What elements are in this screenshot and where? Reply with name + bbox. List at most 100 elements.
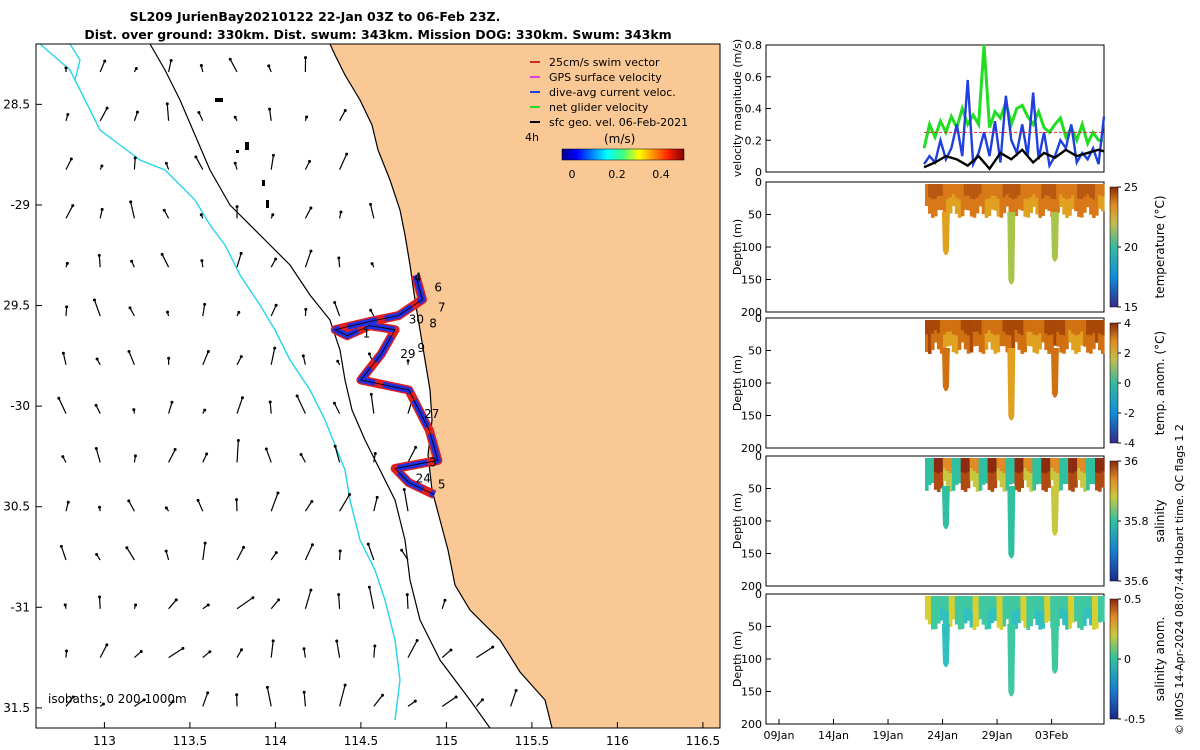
section-cell	[1074, 320, 1078, 354]
section-cell	[1017, 596, 1022, 624]
velocity-vector-head	[63, 603, 67, 607]
section-cell	[945, 458, 950, 487]
velocity-vector-head	[98, 595, 102, 599]
section-cell	[990, 458, 995, 492]
coastline	[329, 44, 553, 728]
section-cell	[1080, 596, 1084, 630]
section-cell-upper	[951, 184, 956, 194]
section-cell-upper	[1014, 320, 1019, 330]
day-label: 8	[429, 317, 437, 331]
velocity-series-line	[923, 148, 1105, 171]
section-ytick-label: 150	[741, 548, 762, 561]
section-cell	[933, 184, 938, 217]
section-cell-upper	[963, 184, 968, 196]
velocity-vector	[266, 687, 272, 707]
section-ylabel: Depth (m)	[731, 219, 744, 275]
velocity-vector	[407, 447, 417, 463]
section-cell	[984, 596, 989, 630]
section-cell	[1008, 596, 1013, 625]
section-cell-upper	[936, 320, 941, 334]
velocity-vector-head	[305, 115, 309, 119]
section-ytick-label: 150	[741, 686, 762, 699]
velocity-vector	[304, 501, 313, 512]
section-cell-upper	[1086, 184, 1090, 195]
velocity-vector	[339, 550, 341, 561]
velocity-vector-head	[65, 649, 69, 653]
section-cell-upper	[1044, 184, 1048, 196]
velocity-vector-head	[304, 56, 308, 60]
cbar-tick-label: 0	[1124, 653, 1131, 666]
velocity-vector	[65, 502, 69, 512]
section-cell-upper	[933, 596, 938, 611]
velocity-vector-head	[105, 643, 109, 647]
section-cell	[1092, 596, 1096, 630]
velocity-vector-head	[134, 603, 138, 607]
section-cell	[1014, 458, 1019, 491]
section-cell-upper	[969, 458, 974, 469]
section-cell	[1026, 458, 1031, 488]
velocity-vector-head	[69, 157, 73, 161]
section-cell	[954, 458, 959, 485]
section-cell	[990, 320, 995, 350]
velocity-vector	[168, 647, 184, 659]
section-cell	[1077, 184, 1081, 217]
section-cell-upper	[1101, 320, 1105, 336]
section-cell	[1086, 184, 1090, 208]
velocity-vector	[98, 255, 101, 268]
velocity-vector-head	[310, 500, 314, 504]
section-cell	[981, 596, 986, 625]
section-cell-upper	[1062, 458, 1066, 470]
isobath-200m	[149, 44, 491, 728]
section-cell-upper	[1086, 596, 1090, 607]
section-cell-upper	[948, 184, 953, 198]
section-cell-upper	[1080, 320, 1084, 332]
velocity-vector-head	[203, 302, 207, 306]
velocity-vector	[336, 640, 341, 658]
section-cell	[1032, 184, 1036, 207]
section-cell	[1074, 184, 1078, 212]
section-cell	[993, 596, 998, 621]
section-cell-upper	[1011, 320, 1016, 334]
section-cell	[978, 320, 983, 353]
section-cell	[948, 458, 953, 492]
section-cell	[1020, 458, 1025, 489]
section-cell-upper	[1077, 320, 1081, 335]
section-cell-upper	[1038, 458, 1042, 470]
velocity-vector	[304, 590, 312, 609]
velocity-vector-head	[71, 695, 75, 699]
section-cell	[1020, 596, 1025, 622]
velocity-vector-head	[264, 447, 268, 451]
velocity-vector-head	[343, 683, 347, 687]
map-xtick-label: 115.5	[515, 734, 549, 748]
section-cell	[1014, 320, 1019, 343]
section-cell-upper	[1014, 184, 1019, 199]
section-cell	[1098, 184, 1102, 209]
velocity-vector	[270, 492, 279, 512]
section-cell-upper	[960, 184, 965, 199]
section-cell-upper	[966, 596, 971, 608]
section-cell	[954, 184, 959, 214]
section-cell-upper	[1065, 596, 1069, 612]
section-cell-upper	[996, 458, 1001, 469]
section-ytick-label: 50	[748, 483, 762, 496]
section-cell-upper	[966, 458, 971, 472]
section-ylabel: Depth (m)	[731, 493, 744, 549]
section-cell-upper	[1032, 184, 1036, 195]
section-cell-upper	[975, 458, 980, 474]
velocity-vector-head	[235, 205, 239, 209]
cbar-label: temperature (°C)	[1153, 196, 1167, 299]
section-cell	[1011, 596, 1016, 630]
cbar-label: salinity anom.	[1153, 617, 1167, 702]
section-cell	[1068, 596, 1072, 629]
section-ytick-label: 0	[755, 588, 762, 601]
section-cell	[1020, 184, 1025, 211]
velocity-vector-head	[64, 66, 68, 70]
velocity-vector	[339, 494, 351, 512]
section-cell-upper	[1023, 596, 1028, 611]
section-cell-upper	[939, 458, 944, 472]
section-cell	[1071, 320, 1075, 351]
velocity-vector-head	[333, 300, 337, 304]
cbar-tick-label: -4	[1124, 437, 1135, 450]
section-cell	[1077, 596, 1081, 629]
section-cell	[987, 320, 992, 343]
